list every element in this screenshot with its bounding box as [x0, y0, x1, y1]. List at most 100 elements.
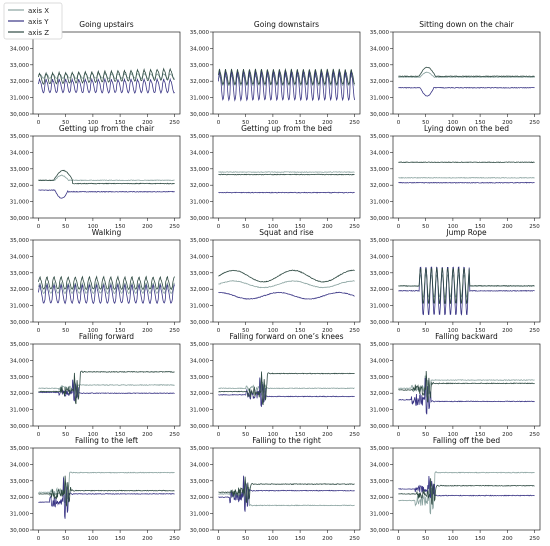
plot-frame: [212, 135, 361, 219]
legend: axis X axis Y axis Z: [3, 2, 63, 40]
y-tick-label: 33,000: [10, 479, 30, 485]
subplot-title: Going upstairs: [79, 20, 134, 29]
subplot-title: Walking: [92, 228, 122, 237]
x-tick-label: 200: [142, 120, 153, 126]
subplot-title: Lying down on the bed: [424, 124, 509, 133]
x-tick-label: 250: [349, 224, 360, 230]
subplot: Walking 30,000 31,000 32,000 33,000 34,000 35,…: [10, 228, 181, 334]
series-line: [218, 291, 355, 300]
x-tick-label: 150: [295, 536, 306, 542]
x-tick-label: 150: [295, 432, 306, 438]
series-line: [398, 267, 535, 305]
plot-frame: [212, 239, 361, 323]
subplot: Falling to the right 30,000 31,000 32,000 33…: [190, 436, 361, 542]
y-tick-label: 35,000: [370, 30, 390, 36]
subplot: Falling off the bed 30,000 31,000 32,000 33,…: [370, 436, 541, 542]
series-line: [398, 161, 535, 164]
y-tick-label: 30,000: [190, 112, 210, 118]
y-tick-label: 35,000: [370, 446, 390, 452]
x-tick-label: 50: [242, 120, 249, 126]
series-line: [218, 377, 355, 407]
x-tick-label: 100: [268, 120, 279, 126]
x-tick-label: 200: [322, 432, 333, 438]
plot-frame: [392, 447, 541, 531]
x-tick-label: 0: [37, 432, 41, 438]
x-tick-label: 50: [242, 432, 249, 438]
x-tick-label: 200: [322, 224, 333, 230]
y-tick-label: 30,000: [190, 320, 210, 326]
y-tick-label: 33,000: [370, 167, 390, 173]
series-line: [218, 171, 355, 173]
x-tick-label: 150: [115, 536, 126, 542]
x-tick-label: 250: [529, 536, 540, 542]
y-tick-label: 32,000: [370, 183, 390, 189]
subplot-title: Falling backward: [435, 332, 498, 341]
y-tick-label: 35,000: [190, 134, 210, 140]
y-tick-label: 32,000: [190, 183, 210, 189]
x-tick-label: 0: [37, 328, 41, 334]
y-tick-label: 31,000: [10, 512, 30, 518]
legend-label: axis Z: [28, 29, 49, 37]
plot-frame: [392, 31, 541, 115]
y-tick-label: 35,000: [190, 238, 210, 244]
series-line: [38, 189, 175, 199]
series-line: [38, 283, 175, 305]
series-line: [398, 266, 535, 316]
series-line: [38, 77, 175, 95]
y-tick-label: 31,000: [10, 96, 30, 102]
x-tick-label: 150: [295, 328, 306, 334]
plot-frame: [392, 135, 541, 219]
subplot-title: Sitting down on the chair: [419, 20, 514, 29]
y-tick-label: 31,000: [190, 96, 210, 102]
series-line: [398, 470, 535, 515]
y-tick-label: 31,000: [370, 408, 390, 414]
x-tick-label: 200: [142, 536, 153, 542]
x-tick-label: 50: [62, 120, 69, 126]
y-tick-label: 32,000: [190, 495, 210, 501]
subplot: Squat and rise 30,000 31,000 32,000 33,000 34…: [190, 228, 361, 334]
y-tick-label: 33,000: [370, 271, 390, 277]
subplot: Getting up from the bed 30,000 31,000 32,00…: [190, 124, 361, 230]
x-tick-label: 200: [142, 224, 153, 230]
x-tick-label: 50: [62, 432, 69, 438]
x-tick-label: 50: [422, 120, 429, 126]
x-tick-label: 200: [322, 536, 333, 542]
y-tick-label: 35,000: [190, 30, 210, 36]
subplot: Falling backward 30,000 31,000 32,000 33,000…: [370, 332, 541, 438]
subplot-title: Squat and rise: [259, 228, 314, 237]
x-tick-label: 200: [322, 120, 333, 126]
series-line: [218, 67, 355, 86]
y-tick-label: 32,000: [370, 79, 390, 85]
series-line: [398, 375, 535, 399]
y-tick-label: 35,000: [10, 342, 30, 348]
y-tick-label: 34,000: [190, 46, 210, 52]
subplot-title: Going downstairs: [254, 20, 319, 29]
y-tick-label: 30,000: [370, 112, 390, 118]
x-tick-label: 150: [115, 328, 126, 334]
y-tick-label: 31,000: [370, 304, 390, 310]
subplot: Falling forward on one’s knees 30,000 31,0…: [190, 332, 361, 438]
plot-frame: [212, 31, 361, 115]
legend-label: axis X: [28, 7, 49, 15]
x-tick-label: 0: [397, 328, 401, 334]
x-tick-label: 0: [217, 120, 221, 126]
series-line: [398, 478, 535, 505]
x-tick-label: 50: [62, 224, 69, 230]
x-tick-label: 250: [169, 224, 180, 230]
y-tick-label: 33,000: [10, 63, 30, 69]
series-line: [38, 174, 175, 182]
x-tick-label: 100: [268, 328, 279, 334]
x-tick-label: 100: [268, 536, 279, 542]
y-tick-label: 31,000: [370, 200, 390, 206]
x-tick-label: 0: [397, 536, 401, 542]
x-tick-label: 250: [529, 328, 540, 334]
plot-frame: [212, 447, 361, 531]
y-tick-label: 31,000: [10, 200, 30, 206]
plot-frame: [32, 239, 181, 323]
x-tick-label: 150: [295, 224, 306, 230]
y-tick-label: 32,000: [190, 287, 210, 293]
series-line: [218, 280, 355, 289]
y-tick-label: 32,000: [10, 183, 30, 189]
subplot-title: Falling forward on one’s knees: [229, 332, 343, 341]
